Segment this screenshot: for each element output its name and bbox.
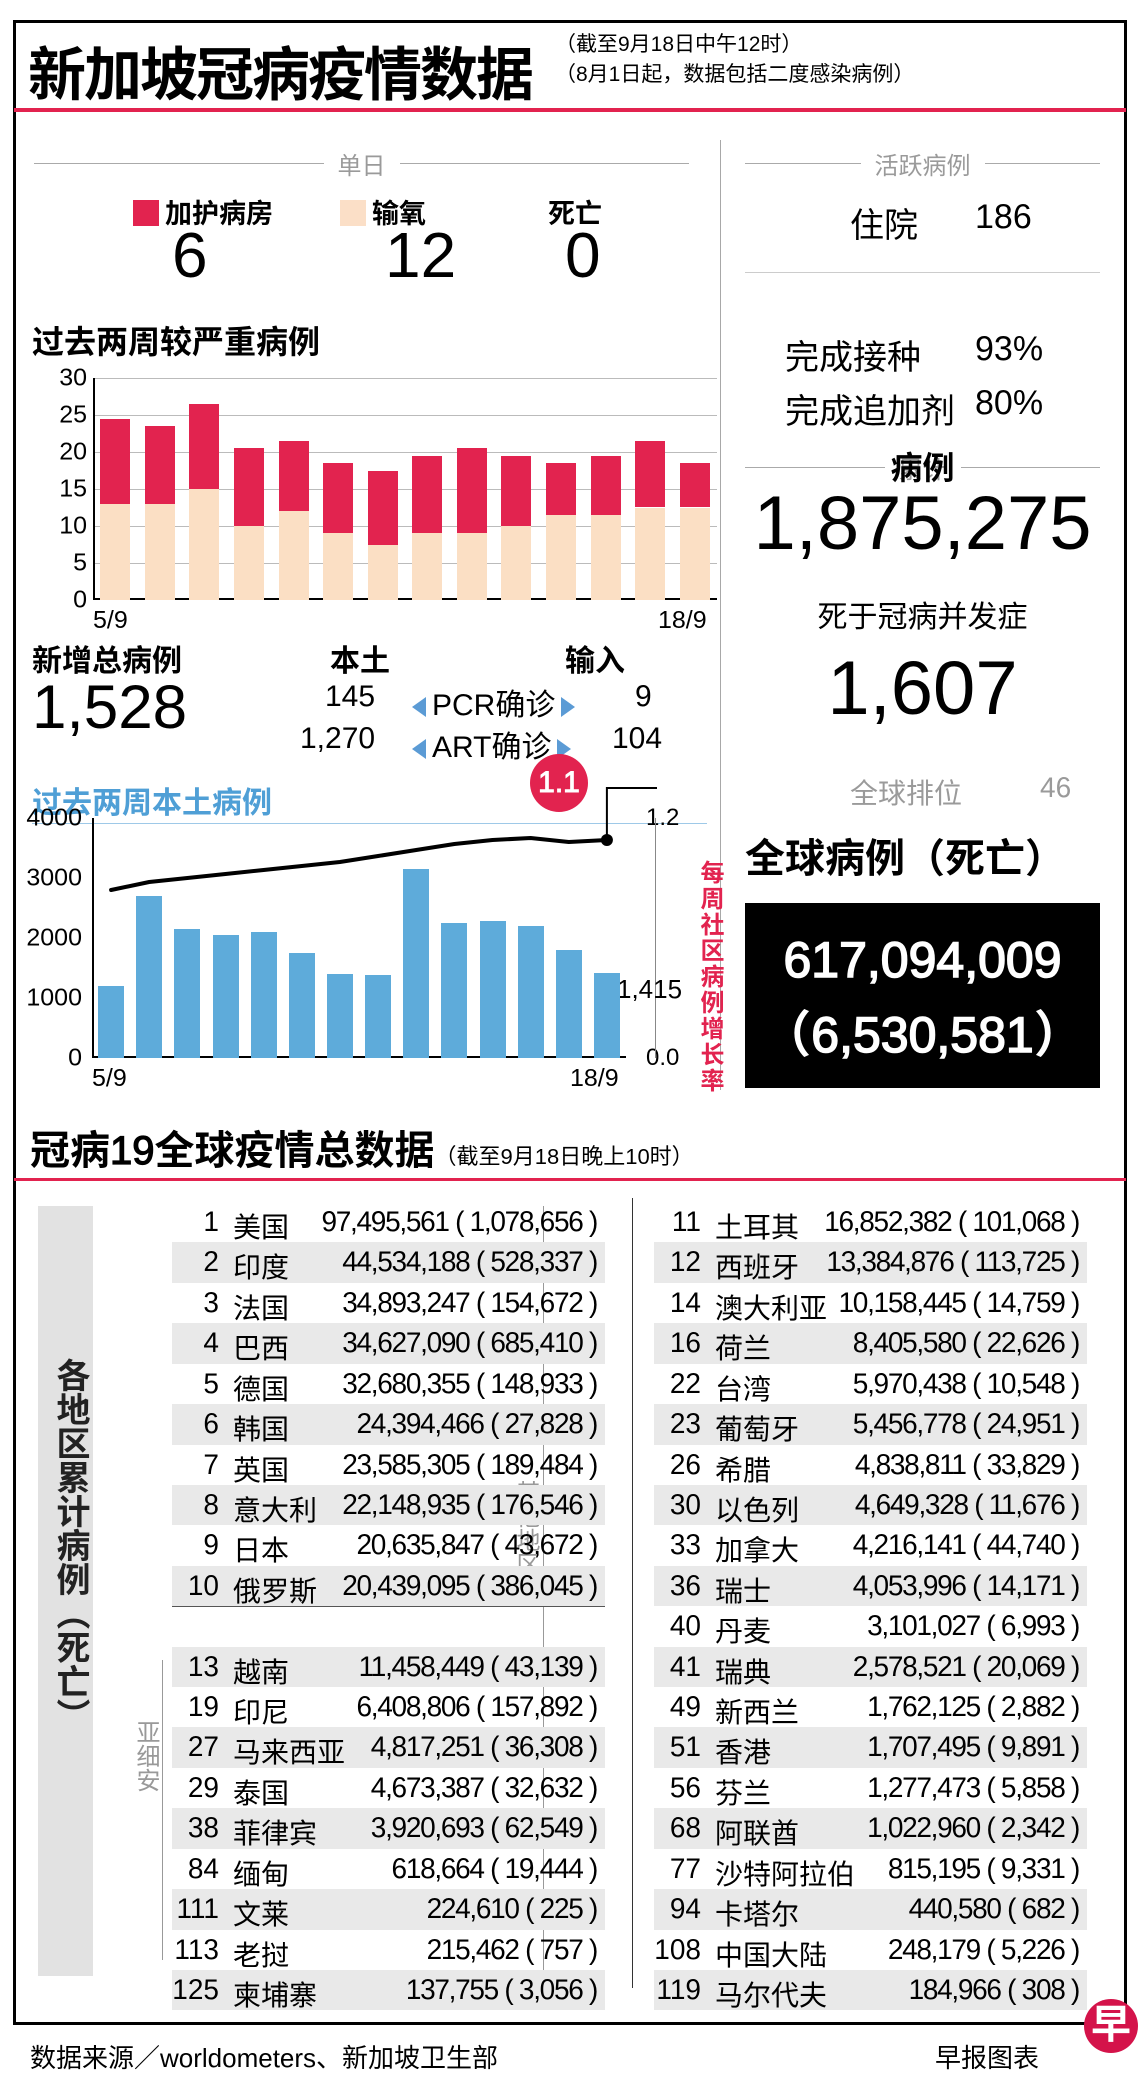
svg-text:早: 早 (1091, 1998, 1131, 2050)
